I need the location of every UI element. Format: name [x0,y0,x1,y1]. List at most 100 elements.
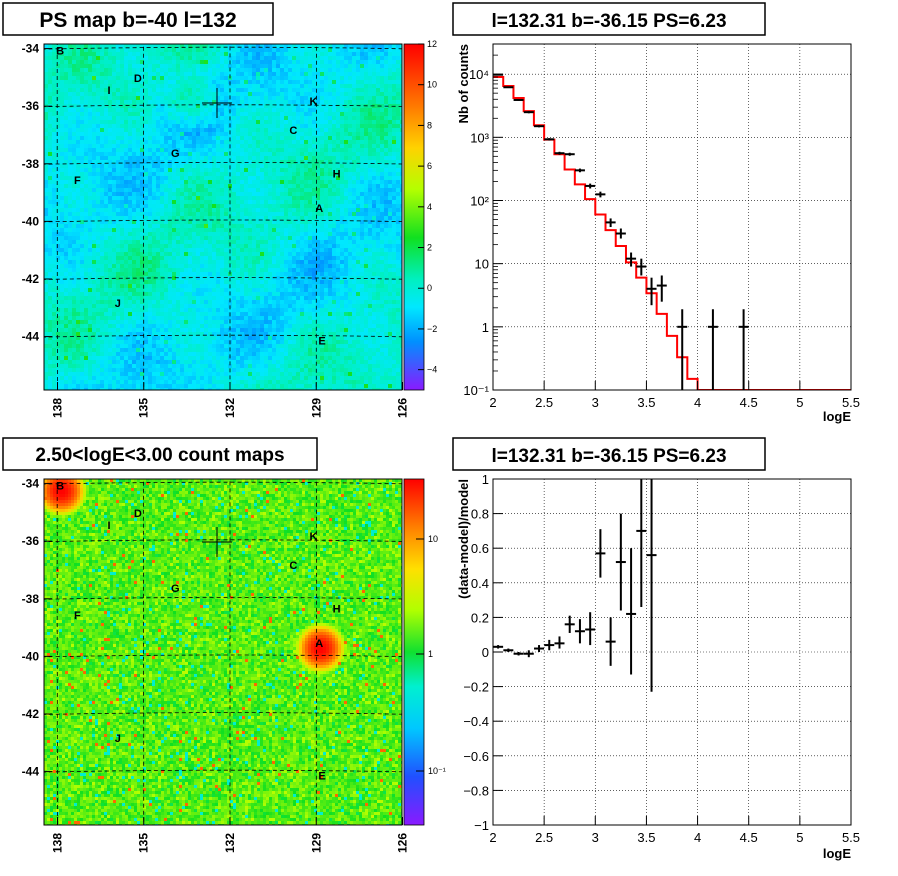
map-pixel [212,264,216,268]
map-pixel [220,128,224,132]
map-pixel [276,100,280,104]
map-pixel [56,92,60,96]
map-pixel [112,156,116,160]
map-pixel [60,252,64,256]
map-pixel [328,232,332,236]
map-pixel [280,108,284,112]
map-pixel [44,108,48,112]
map-pixel [304,188,308,192]
map-pixel [372,184,376,188]
map-pixel [188,240,192,244]
map-pixel [84,48,88,52]
map-pixel [380,260,384,264]
map-pixel [344,220,348,224]
map-pixel [368,192,372,196]
map-pixel [96,200,100,204]
map-pixel [272,192,276,196]
map-pixel [376,72,380,76]
map-pixel [212,84,216,88]
map-pixel [224,144,228,148]
map-pixel [304,236,308,240]
map-pixel [160,200,164,204]
map-pixel [200,80,204,84]
map-pixel [156,220,160,224]
map-pixel [368,136,372,140]
map-pixel [64,112,68,116]
map-pixel [232,100,236,104]
map-pixel [156,160,160,164]
map-pixel [344,244,348,248]
map-pixel [284,200,288,204]
map-pixel [52,188,56,192]
map-pixel [76,224,80,228]
map-pixel [324,184,328,188]
map-pixel [328,136,332,140]
map-pixel [356,212,360,216]
map-pixel [252,156,256,160]
map-pixel [116,140,120,144]
map-pixel [264,220,268,224]
map-pixel [172,264,176,268]
map-pixel [112,200,116,204]
map-pixel [288,224,292,228]
map-pixel [316,56,320,60]
map-pixel [288,260,292,264]
map-pixel [116,168,120,172]
map-pixel [180,216,184,220]
map-pixel [268,132,272,136]
map-pixel [72,68,76,72]
map-pixel [308,116,312,120]
map-pixel [228,156,232,160]
map-pixel [300,228,304,232]
map-pixel [256,164,260,168]
map-pixel [308,76,312,80]
map-pixel [348,108,352,112]
map-pixel [248,256,252,260]
map-pixel [136,216,140,220]
map-pixel [380,188,384,192]
map-pixel [256,44,260,48]
map-pixel [116,232,120,236]
map-pixel [268,236,272,240]
map-pixel [252,144,256,148]
map-pixel [156,84,160,88]
map-pixel [292,216,296,220]
map-pixel [392,180,396,184]
map-pixel [60,164,64,168]
map-pixel [200,208,204,212]
map-pixel [340,88,344,92]
map-pixel [152,92,156,96]
map-pixel [188,172,192,176]
map-pixel [64,220,68,224]
map-pixel [124,172,128,176]
map-pixel [324,248,328,252]
map-pixel [272,240,276,244]
map-pixel [364,124,368,128]
map-pixel [352,140,356,144]
map-pixel [56,240,60,244]
map-pixel [300,176,304,180]
map-pixel [392,172,396,176]
map-pixel [152,196,156,200]
map-pixel [172,244,176,248]
map-pixel [196,176,200,180]
map-pixel [160,76,164,80]
map-pixel [352,220,356,224]
map-pixel [308,136,312,140]
map-pixel [56,252,60,256]
map-pixel [84,108,88,112]
map-pixel [136,260,140,264]
map-pixel [300,72,304,76]
map-pixel [76,60,80,64]
map-pixel [288,172,292,176]
map-pixel [124,152,128,156]
map-pixel [68,116,72,120]
map-pixel [312,160,316,164]
map-pixel [268,112,272,116]
map-pixel [292,208,296,212]
map-pixel [292,56,296,60]
map-pixel [68,60,72,64]
map-pixel [332,108,336,112]
map-pixel [388,144,392,148]
map-pixel [384,256,388,260]
